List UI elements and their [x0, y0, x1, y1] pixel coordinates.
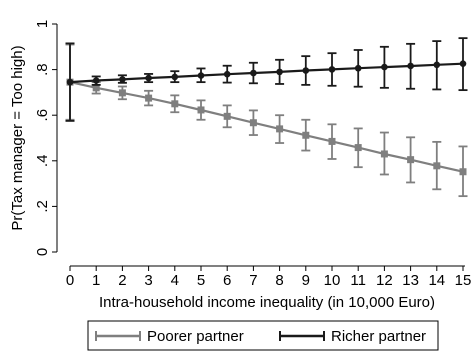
point-richer-partner — [302, 67, 310, 74]
point-richer-partner — [407, 62, 414, 70]
point-poorer-partner — [276, 125, 284, 133]
y-tick-label: 0 — [34, 248, 51, 256]
x-tick-label: 11 — [350, 272, 366, 289]
series-richer-partner — [65, 37, 468, 122]
point-poorer-partner — [328, 137, 336, 145]
point-poorer-partner — [407, 156, 415, 164]
x-tick-label: 7 — [249, 272, 257, 289]
x-tick-label: 6 — [223, 272, 231, 289]
y-tick-label: .4 — [34, 155, 51, 168]
x-tick-label: 13 — [402, 272, 419, 289]
x-tick-label: 2 — [118, 272, 126, 289]
point-richer-partner — [119, 76, 126, 83]
y-tick-label: .2 — [34, 200, 51, 213]
point-richer-partner — [171, 73, 179, 81]
y-ticks: 0 .2 .4 .6 .8 1 — [34, 20, 57, 256]
point-richer-partner — [145, 74, 152, 82]
point-poorer-partner — [380, 150, 388, 158]
point-poorer-partner — [145, 94, 153, 102]
point-poorer-partner — [459, 168, 467, 176]
point-poorer-partner — [249, 119, 257, 127]
point-richer-partner — [459, 60, 467, 67]
point-richer-partner — [250, 69, 257, 77]
series-poorer-partner — [65, 43, 468, 198]
point-poorer-partner — [197, 106, 205, 114]
point-poorer-partner — [302, 131, 310, 139]
point-poorer-partner — [223, 112, 231, 120]
x-tick-label: 8 — [275, 272, 283, 289]
point-richer-partner — [354, 64, 362, 72]
x-tick-label: 14 — [428, 272, 445, 289]
series-layer — [65, 37, 468, 198]
y-tick-label: .6 — [34, 109, 51, 122]
point-poorer-partner — [354, 144, 362, 152]
y-tick-label: .8 — [34, 63, 51, 76]
legend-label-poorer: Poorer partner — [147, 328, 244, 345]
y-axis-title: Pr(Tax manager = Too high) — [9, 45, 26, 230]
x-ticks: 0 1 2 3 4 5 6 7 8 9 10 11 12 13 14 15 — [66, 266, 472, 289]
legend-box — [87, 320, 439, 351]
legend-item-richer: Richer partner — [279, 328, 426, 345]
x-tick-label: 0 — [66, 272, 74, 289]
point-richer-partner — [328, 66, 336, 73]
point-poorer-partner — [171, 100, 179, 108]
x-tick-label: 12 — [376, 272, 393, 289]
point-poorer-partner — [92, 84, 100, 92]
series-line-richer-partner — [69, 62, 464, 84]
point-poorer-partner — [118, 89, 126, 97]
point-richer-partner — [276, 68, 283, 76]
x-tick-label: 10 — [324, 272, 341, 289]
x-axis-title: Intra-household income inequality (in 10… — [99, 294, 435, 311]
x-tick-label: 5 — [197, 272, 205, 289]
point-richer-partner — [381, 63, 388, 71]
legend: Poorer partner Richer partner — [87, 320, 439, 351]
x-tick-label: 4 — [171, 272, 179, 289]
series-line-poorer-partner — [69, 81, 464, 173]
legend-label-richer: Richer partner — [331, 328, 426, 345]
point-richer-partner — [433, 61, 441, 69]
x-tick-label: 1 — [92, 272, 100, 289]
legend-item-poorer: Poorer partner — [95, 328, 244, 345]
y-tick-label: 1 — [34, 20, 51, 28]
point-poorer-partner — [433, 162, 441, 170]
x-tick-label: 15 — [455, 272, 472, 289]
x-tick-label: 3 — [144, 272, 152, 289]
point-richer-partner — [66, 78, 74, 86]
x-tick-label: 9 — [302, 272, 310, 289]
point-richer-partner — [223, 70, 231, 78]
point-richer-partner — [197, 72, 205, 79]
point-richer-partner — [92, 77, 100, 84]
